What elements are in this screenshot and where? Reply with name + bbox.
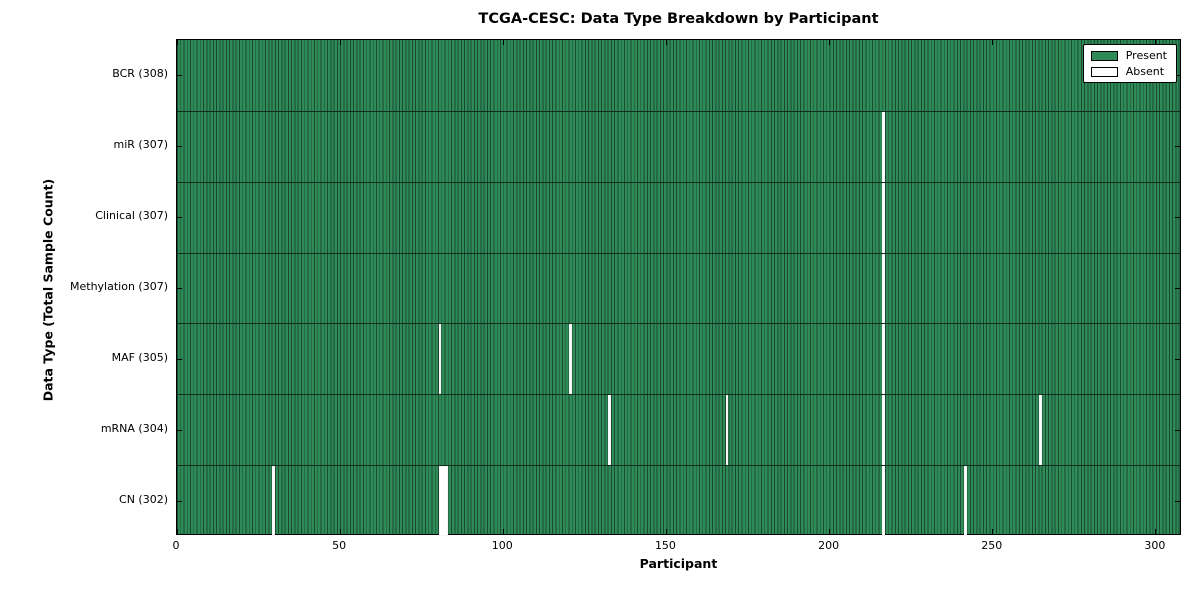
x-axis-tick	[992, 529, 994, 534]
legend: Present Absent	[1082, 44, 1177, 83]
row-band-methylation	[177, 252, 1180, 324]
absent-marker	[1039, 395, 1042, 466]
absent-marker	[882, 111, 885, 182]
absent-marker	[272, 466, 275, 536]
y-tick-label: CN (302)	[119, 492, 168, 506]
x-axis-tick	[1155, 529, 1157, 534]
y-axis-tick	[1175, 217, 1180, 219]
absent-marker	[882, 182, 885, 253]
absent-marker	[882, 324, 885, 395]
absent-marker	[725, 395, 729, 466]
y-axis-tick	[177, 429, 182, 431]
y-axis-tick	[1175, 429, 1180, 431]
absent-marker	[882, 395, 885, 466]
y-axis-tick	[1175, 500, 1180, 502]
chart-title: TCGA-CESC: Data Type Breakdown by Partic…	[478, 11, 879, 27]
x-axis-tick	[829, 529, 831, 534]
legend-item-present: Present	[1090, 49, 1167, 62]
row-band-mrna	[177, 394, 1180, 466]
y-axis-tick	[1175, 288, 1180, 289]
legend-swatch-present	[1090, 50, 1118, 61]
absent-marker	[608, 395, 611, 466]
y-axis-tick	[1175, 358, 1180, 360]
x-tick-label: 100	[491, 539, 513, 552]
y-axis-tick	[1175, 75, 1180, 77]
row-band-bcr	[177, 40, 1180, 111]
y-tick-label: Methylation (307)	[70, 280, 168, 293]
plot-area: Present Absent	[176, 39, 1181, 536]
y-axis-tick	[177, 75, 182, 77]
y-axis-tick	[177, 358, 182, 360]
absent-marker	[882, 466, 885, 536]
row-band-clinical	[177, 181, 1180, 253]
absent-marker	[882, 253, 885, 324]
y-axis-tick	[177, 217, 182, 219]
y-axis-tick	[177, 288, 182, 289]
y-axis-tick	[177, 500, 182, 502]
x-axis-tick	[502, 40, 504, 45]
y-tick-label: mRNA (304)	[100, 421, 168, 435]
x-tick-label: 50	[332, 539, 347, 552]
y-tick-label: miR (307)	[113, 138, 169, 152]
absent-marker	[963, 466, 967, 536]
absent-marker	[438, 324, 442, 395]
y-tick-label: BCR (308)	[112, 67, 168, 81]
x-axis-tick	[1155, 40, 1157, 45]
legend-label-present: Present	[1125, 49, 1167, 62]
row-band-maf	[177, 323, 1180, 395]
x-tick-label: 250	[981, 539, 1003, 552]
absent-marker	[569, 324, 572, 395]
x-tick-label: 0	[172, 539, 180, 552]
y-tick-label: Clinical (307)	[95, 209, 168, 223]
legend-swatch-absent	[1090, 66, 1118, 77]
y-axis-tick	[177, 146, 182, 148]
x-axis-tick	[339, 40, 341, 45]
x-axis-tick	[992, 40, 994, 45]
y-axis-tick	[1175, 146, 1180, 148]
x-axis-title: Participant	[639, 556, 718, 571]
x-axis-tick	[177, 529, 178, 534]
x-tick-label: 300	[1144, 539, 1166, 552]
absent-marker	[438, 466, 448, 536]
legend-item-absent: Absent	[1090, 65, 1167, 78]
x-axis-tick	[177, 40, 178, 45]
legend-label-absent: Absent	[1125, 65, 1165, 78]
x-tick-label: 150	[654, 539, 676, 552]
row-band-mir	[177, 110, 1180, 182]
x-axis-tick	[665, 40, 667, 45]
row-band-cn	[177, 465, 1180, 536]
x-tick-label: 200	[818, 539, 840, 552]
x-axis-tick	[665, 529, 667, 534]
y-tick-label: MAF (305)	[111, 350, 168, 364]
x-axis-tick	[829, 40, 831, 45]
x-axis-tick	[502, 529, 504, 534]
x-axis-tick	[339, 529, 341, 534]
